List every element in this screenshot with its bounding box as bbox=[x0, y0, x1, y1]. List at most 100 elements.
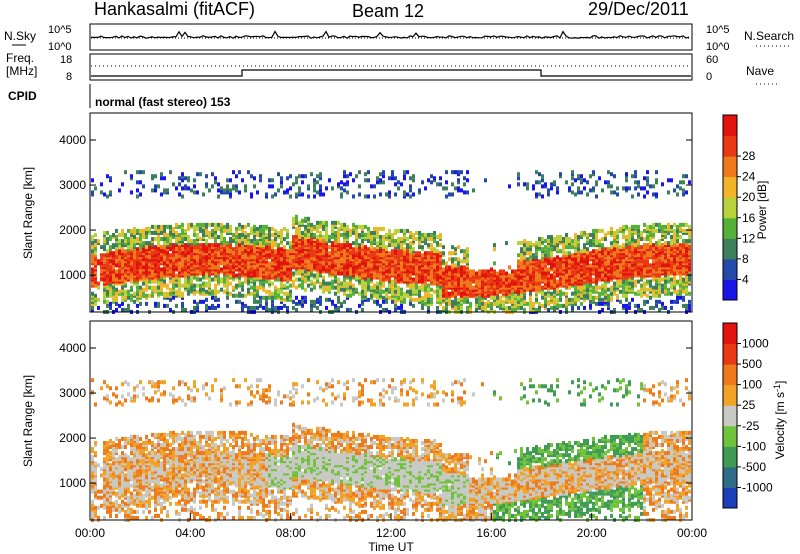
range-cell bbox=[469, 291, 472, 296]
range-cell bbox=[106, 285, 109, 290]
range-cell bbox=[139, 263, 142, 268]
range-cell bbox=[310, 226, 313, 231]
range-cell bbox=[346, 257, 349, 262]
range-cell bbox=[478, 291, 481, 296]
range-cell bbox=[337, 243, 340, 248]
range-cell bbox=[313, 253, 316, 258]
range-cell bbox=[538, 301, 541, 306]
range-cell bbox=[304, 261, 307, 266]
range-cell bbox=[112, 273, 115, 278]
range-cell bbox=[406, 228, 409, 233]
range-cell bbox=[277, 273, 280, 278]
range-cell bbox=[631, 194, 634, 199]
range-cell bbox=[307, 255, 310, 260]
range-cell bbox=[424, 241, 427, 246]
range-cell bbox=[253, 293, 256, 298]
range-cell bbox=[601, 287, 604, 292]
range-cell bbox=[319, 267, 322, 272]
range-cell bbox=[193, 241, 196, 246]
range-cell bbox=[550, 261, 553, 266]
range-cell bbox=[235, 226, 238, 231]
range-cell bbox=[442, 259, 445, 264]
range-cell bbox=[490, 287, 493, 292]
range-cell bbox=[454, 247, 457, 252]
range-cell bbox=[430, 275, 433, 280]
range-cell bbox=[211, 249, 214, 254]
range-cell bbox=[199, 222, 202, 227]
range-cell bbox=[262, 305, 265, 310]
range-cell bbox=[637, 247, 640, 252]
range-cell bbox=[115, 277, 118, 282]
range-cell bbox=[364, 251, 367, 256]
range-cell bbox=[268, 184, 271, 189]
range-cell bbox=[454, 283, 457, 288]
range-cell bbox=[586, 261, 589, 266]
range-cell bbox=[400, 245, 403, 250]
range-cell bbox=[334, 279, 337, 284]
range-cell bbox=[616, 295, 619, 300]
freq-frame bbox=[89, 53, 693, 81]
range-cell bbox=[259, 230, 262, 235]
range-cell bbox=[337, 255, 340, 260]
range-cell bbox=[331, 249, 334, 254]
range-cell bbox=[454, 289, 457, 294]
range-cell bbox=[253, 271, 256, 276]
range-cell bbox=[625, 186, 628, 191]
range-cell bbox=[319, 192, 322, 197]
range-cell bbox=[178, 263, 181, 268]
range-cell bbox=[562, 277, 565, 282]
range-cell bbox=[466, 259, 469, 264]
range-cell bbox=[595, 180, 598, 185]
range-cell bbox=[124, 273, 127, 278]
range-cell bbox=[505, 285, 508, 290]
range-cell bbox=[109, 251, 112, 256]
beam-label: Beam 12 bbox=[352, 1, 424, 21]
range-cell bbox=[130, 239, 133, 244]
range-cell bbox=[565, 271, 568, 276]
range-cell bbox=[337, 253, 340, 258]
range-cell bbox=[541, 249, 544, 254]
range-cell bbox=[601, 291, 604, 296]
range-cell bbox=[424, 235, 427, 240]
range-cell bbox=[604, 299, 607, 304]
range-cell bbox=[304, 295, 307, 300]
range-cell bbox=[208, 247, 211, 252]
range-cell bbox=[211, 257, 214, 262]
range-cell bbox=[211, 269, 214, 274]
range-cell bbox=[508, 291, 511, 296]
range-cell bbox=[427, 257, 430, 262]
range-cell bbox=[316, 261, 319, 266]
range-cell bbox=[349, 255, 352, 260]
range-cell bbox=[103, 291, 106, 296]
range-cell bbox=[208, 188, 211, 193]
range-cell bbox=[340, 263, 343, 268]
range-cell bbox=[334, 253, 337, 258]
range-cell bbox=[214, 261, 217, 266]
range-cell bbox=[310, 251, 313, 256]
range-cell bbox=[364, 224, 367, 229]
range-cell bbox=[277, 172, 280, 177]
range-cell bbox=[310, 307, 313, 312]
range-cell bbox=[334, 255, 337, 260]
range-cell bbox=[535, 261, 538, 266]
range-cell bbox=[409, 271, 412, 276]
range-cell bbox=[382, 279, 385, 284]
range-cell bbox=[517, 295, 520, 300]
range-cell bbox=[583, 263, 586, 268]
range-cell bbox=[211, 255, 214, 260]
range-cell bbox=[391, 287, 394, 292]
range-cell bbox=[436, 295, 439, 300]
range-cell bbox=[433, 230, 436, 235]
range-cell bbox=[127, 277, 130, 282]
range-cell bbox=[400, 265, 403, 270]
range-cell bbox=[178, 237, 181, 242]
range-cell bbox=[208, 285, 211, 290]
range-cell bbox=[253, 253, 256, 258]
range-cell bbox=[208, 265, 211, 270]
range-cell bbox=[310, 259, 313, 264]
range-cell bbox=[199, 226, 202, 231]
range-cell bbox=[316, 222, 319, 227]
range-cell bbox=[490, 269, 493, 274]
range-cell bbox=[247, 245, 250, 250]
range-cell bbox=[91, 235, 94, 240]
